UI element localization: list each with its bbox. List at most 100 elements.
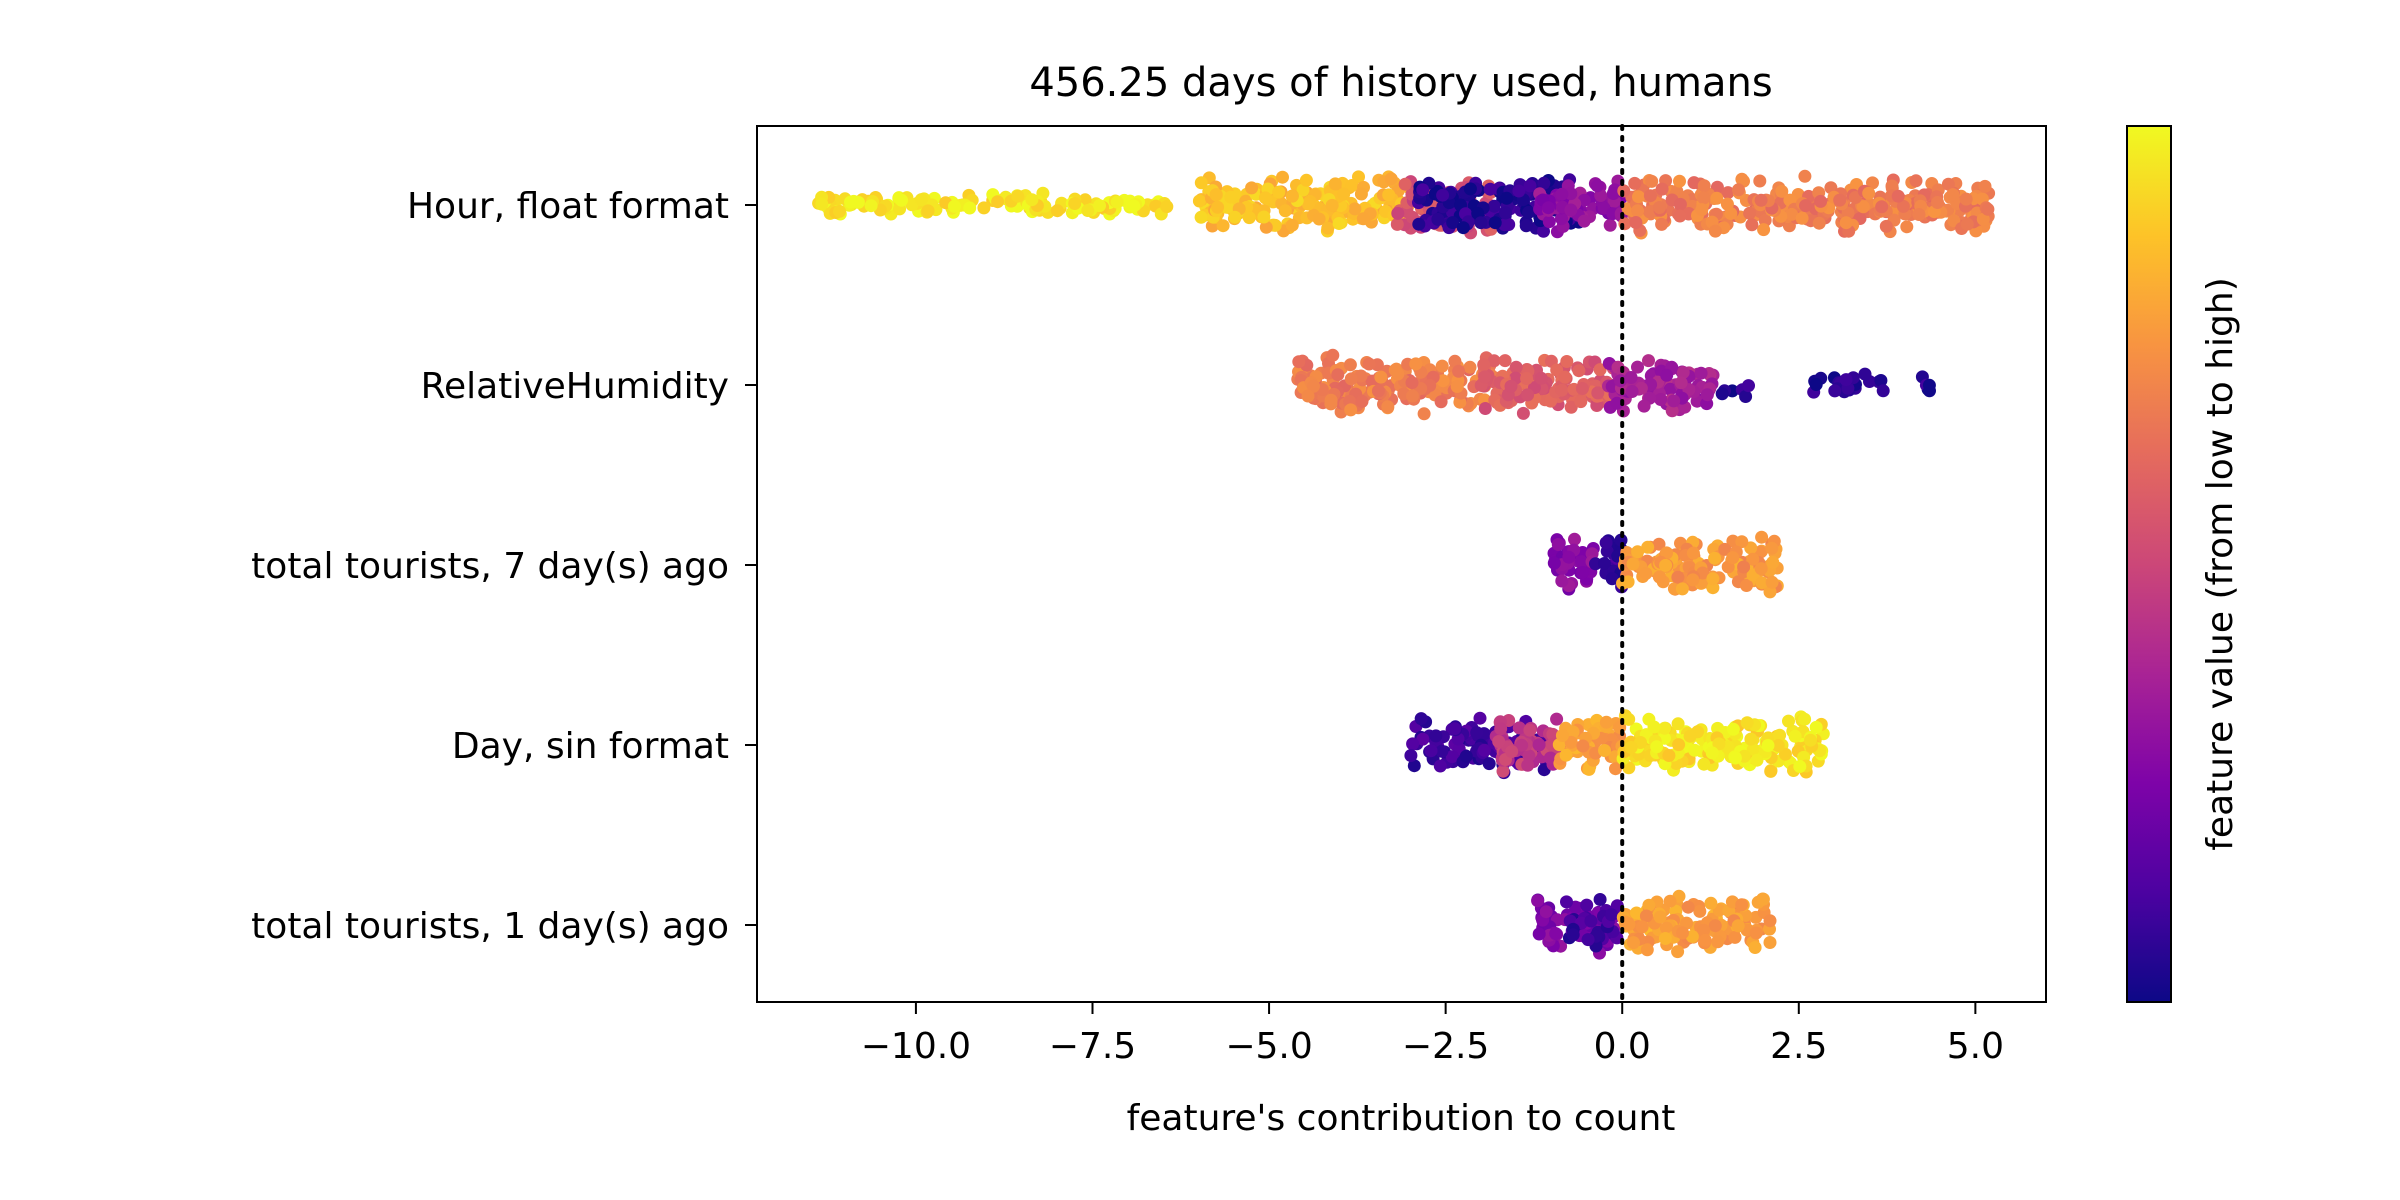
data-point-0-5-304 [1959, 192, 1973, 206]
data-point-0-1-139 [1276, 170, 1289, 184]
data-point-3-2-52 [1598, 744, 1611, 757]
data-point-1-2-94 [1625, 385, 1639, 398]
data-point-1-0-164 [1374, 370, 1388, 384]
data-point-1-0-171 [1388, 363, 1402, 377]
data-point-4-2-119 [1681, 900, 1695, 914]
data-point-1-1-123 [1478, 370, 1492, 384]
data-point-0-5-298 [1745, 218, 1759, 232]
data-point-4-2-82 [1660, 921, 1673, 935]
data-point-4-1-24 [1581, 933, 1595, 947]
data-point-3-1-45 [1492, 735, 1506, 748]
data-point-1-2-86 [1694, 366, 1708, 380]
data-point-1-4-19 [1809, 378, 1823, 391]
data-point-1-2-68 [1665, 404, 1679, 418]
data-point-3-0-56 [1414, 712, 1428, 726]
data-point-4-1-30 [1605, 908, 1618, 922]
data-point-0-5-280 [1795, 211, 1809, 225]
data-point-2-2-118 [1671, 570, 1685, 584]
data-point-1-0-122 [1344, 372, 1358, 386]
x-axis-label: feature's contribution to count [1127, 1098, 1676, 1139]
data-point-1-0-175 [1434, 395, 1448, 409]
data-point-1-0-173 [1452, 364, 1466, 378]
data-point-1-4-11 [1876, 384, 1890, 398]
data-point-0-5-305 [1632, 190, 1645, 204]
colorbar-label: feature value (from low to high) [2200, 277, 2241, 851]
data-point-0-5-299 [1900, 220, 1914, 234]
data-point-4-1-7 [1580, 898, 1594, 912]
data-point-1-0-154 [1324, 397, 1338, 411]
data-point-3-1-50 [1521, 758, 1535, 772]
data-point-1-1-122 [1504, 379, 1518, 393]
data-point-0-5-89 [1753, 174, 1767, 188]
data-point-0-1-183 [1272, 185, 1286, 199]
data-point-1-0-177 [1371, 384, 1385, 398]
data-point-1-0-166 [1405, 376, 1419, 390]
data-point-3-1-56 [1523, 723, 1537, 737]
data-point-4-2-111 [1639, 909, 1653, 923]
data-point-0-5-170 [1735, 172, 1749, 186]
data-point-0-5-329 [1891, 189, 1905, 203]
data-point-3-0-62 [1473, 711, 1487, 725]
data-point-4-2-127 [1698, 933, 1712, 947]
data-point-3-3-91 [1622, 712, 1636, 726]
data-point-0-0-132 [1068, 197, 1082, 210]
data-point-3-2-44 [1564, 735, 1578, 749]
data-point-4-2-130 [1731, 919, 1745, 933]
data-point-0-1-147 [1216, 219, 1230, 233]
data-point-0-5-275 [1814, 194, 1828, 208]
data-point-0-1-164 [1228, 210, 1242, 224]
data-point-3-2-56 [1599, 715, 1613, 729]
data-point-3-1-55 [1505, 745, 1519, 758]
data-point-1-2-87 [1674, 376, 1688, 390]
data-point-0-5-107 [1798, 169, 1812, 183]
data-point-0-3-127 [1523, 179, 1537, 193]
data-point-2-2-136 [1726, 551, 1740, 565]
data-point-4-2-95 [1693, 904, 1707, 918]
data-point-0-3-133 [1488, 216, 1502, 230]
data-point-0-5-310 [1912, 208, 1926, 221]
data-point-3-0-87 [1470, 726, 1484, 740]
data-point-1-1-67 [1564, 400, 1578, 414]
data-point-4-2-125 [1663, 894, 1677, 908]
data-point-1-1-84 [1509, 360, 1523, 374]
data-point-0-5-250 [1743, 206, 1757, 220]
data-point-0-4-70 [1564, 203, 1578, 217]
data-point-3-3-155 [1672, 738, 1686, 752]
y-tick-label-2: total tourists, 7 day(s) ago [251, 546, 729, 587]
data-point-0-0-138 [1110, 195, 1124, 209]
data-point-1-0-127 [1326, 348, 1340, 362]
data-point-4-2-79 [1728, 930, 1742, 944]
data-point-1-0-165 [1362, 357, 1376, 371]
data-point-2-2-108 [1755, 530, 1769, 544]
data-point-3-2-50 [1555, 729, 1569, 742]
data-point-2-1-21 [1614, 533, 1628, 547]
data-point-4-2-129 [1685, 930, 1699, 943]
data-point-0-5-317 [1673, 174, 1686, 188]
data-point-0-5-257 [1732, 183, 1745, 197]
data-point-0-0-119 [1011, 189, 1025, 203]
data-point-2-1-16 [1597, 557, 1611, 570]
data-point-3-3-164 [1650, 740, 1664, 754]
x-tick-label-5: 2.5 [1770, 1026, 1827, 1067]
data-point-3-2-39 [1566, 725, 1580, 739]
data-point-0-5-330 [1875, 200, 1889, 214]
data-point-0-1-101 [1345, 179, 1359, 192]
data-point-4-2-100 [1680, 916, 1694, 930]
data-point-3-0-45 [1445, 750, 1459, 764]
data-point-3-3-144 [1750, 753, 1764, 767]
data-point-0-4-53 [1590, 179, 1604, 193]
data-point-2-2-99 [1740, 579, 1753, 592]
data-point-1-1-117 [1555, 383, 1569, 397]
data-point-2-2-119 [1675, 582, 1689, 596]
data-point-1-1-111 [1574, 395, 1588, 409]
data-point-1-0-170 [1292, 355, 1306, 369]
data-point-0-1-186 [1384, 172, 1398, 186]
data-point-0-1-174 [1332, 217, 1346, 230]
data-point-2-0-36 [1547, 556, 1561, 570]
data-point-0-0-137 [815, 197, 829, 211]
data-point-1-0-160 [1417, 407, 1431, 421]
data-point-3-0-99 [1424, 744, 1438, 758]
data-point-1-1-61 [1560, 355, 1574, 368]
data-point-0-0-142 [1025, 193, 1039, 207]
data-point-1-2-82 [1667, 394, 1681, 408]
